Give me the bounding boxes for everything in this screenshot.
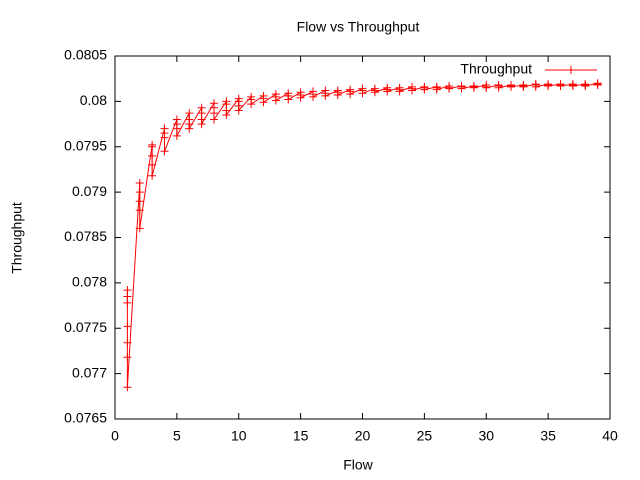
data-point [210, 115, 218, 124]
y-tick-label: 0.08 [80, 92, 107, 108]
data-point [123, 322, 132, 331]
data-point [581, 81, 590, 90]
x-tick-label: 15 [293, 428, 309, 444]
data-point [123, 383, 132, 392]
data-point [531, 82, 540, 91]
data-point [333, 91, 342, 100]
series-line [126, 82, 599, 388]
data-point [408, 86, 416, 95]
data-point [148, 171, 157, 180]
x-tick-label: 0 [111, 428, 119, 444]
data-point [309, 92, 317, 101]
data-point [519, 82, 528, 91]
x-tick-label: 25 [417, 428, 433, 444]
data-point [432, 85, 441, 94]
legend-label: Throughput [460, 61, 532, 77]
data-point [457, 84, 466, 93]
data-point [148, 160, 157, 169]
data-point [247, 100, 256, 109]
x-axis-label: Flow [343, 457, 373, 473]
y-tick-label: 0.0785 [64, 228, 107, 244]
x-tick-label: 40 [602, 428, 618, 444]
x-tick-label: 30 [478, 428, 494, 444]
x-tick-label: 20 [355, 428, 371, 444]
data-point [420, 85, 429, 94]
x-tick-label: 5 [173, 428, 181, 444]
y-tick-label: 0.077 [72, 364, 107, 380]
data-point [358, 89, 367, 98]
data-point [160, 133, 169, 142]
y-tick-label: 0.0805 [64, 47, 107, 63]
data-point [234, 106, 243, 115]
x-tick-label: 10 [231, 428, 247, 444]
chart-title: Flow vs Throughput [297, 19, 420, 35]
data-point [494, 83, 503, 92]
data-point [160, 147, 169, 156]
data-point [148, 151, 157, 160]
data-point [395, 87, 404, 96]
y-tick-label: 0.0795 [64, 137, 107, 153]
legend-marker [567, 66, 575, 74]
data-point [321, 91, 330, 100]
data-point [135, 206, 144, 215]
data-point [259, 98, 268, 107]
y-tick-label: 0.0765 [64, 410, 107, 426]
data-point [346, 90, 355, 99]
data-point [482, 83, 491, 92]
data-point [593, 81, 602, 90]
data-point [284, 95, 293, 104]
data-point [222, 110, 231, 119]
data-point [135, 188, 144, 197]
data-point [135, 197, 144, 206]
data-point [148, 142, 157, 151]
data-point [370, 88, 379, 97]
data-point [556, 81, 565, 90]
data-point [135, 224, 144, 233]
data-point [544, 81, 553, 90]
y-tick-label: 0.078 [72, 274, 107, 290]
data-point [123, 298, 132, 307]
data-point [507, 82, 515, 91]
data-point [445, 84, 454, 93]
x-tick-label: 35 [540, 428, 556, 444]
y-tick-label: 0.0775 [64, 319, 107, 335]
data-point [123, 338, 132, 347]
data-point [271, 96, 280, 105]
data-point [135, 179, 144, 188]
data-point [185, 124, 194, 133]
data-point [172, 124, 181, 133]
data-point [123, 353, 132, 362]
data-point [296, 93, 305, 102]
data-point [383, 87, 392, 96]
data-point [197, 120, 206, 129]
data-point [172, 131, 181, 140]
data-point [568, 81, 577, 90]
data-point [469, 83, 478, 92]
y-tick-label: 0.079 [72, 183, 107, 199]
y-axis-label: Throughput [9, 202, 25, 274]
